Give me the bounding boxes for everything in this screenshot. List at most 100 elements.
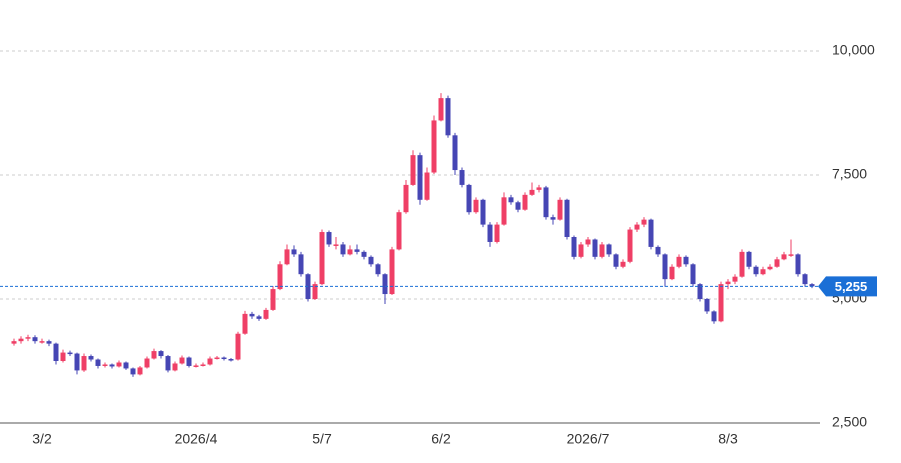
candle-body: [39, 341, 45, 343]
last-price-tag: [818, 276, 877, 297]
candle-body: [592, 239, 598, 257]
candle-body: [165, 356, 171, 371]
candle-body: [620, 261, 626, 267]
candle-body: [760, 269, 766, 275]
candle-body: [774, 259, 780, 267]
candle-body: [697, 284, 703, 299]
x-tick-label: 2026/7: [567, 431, 610, 447]
candle-body: [333, 244, 339, 246]
x-tick-label: 3/2: [32, 431, 52, 447]
x-tick-label: 2026/4: [175, 431, 218, 447]
candle-body: [277, 264, 283, 290]
y-tick-label: 7,500: [832, 166, 867, 182]
candle-body: [158, 351, 164, 357]
candle-body: [417, 155, 423, 200]
candle-body: [690, 264, 696, 285]
candle-body: [32, 337, 38, 342]
candle-body: [354, 249, 360, 252]
candle-body: [11, 341, 17, 344]
candle-body: [564, 199, 570, 237]
candle-body: [732, 276, 738, 282]
candle-body: [200, 364, 206, 366]
candle-body: [298, 254, 304, 275]
candle-body: [361, 251, 367, 257]
candle-body: [543, 187, 549, 218]
candle-body: [795, 254, 801, 275]
candle-body: [487, 224, 493, 242]
candle-body: [648, 219, 654, 247]
candle-body: [186, 357, 192, 366]
candle-body: [550, 217, 556, 220]
y-tick-label: 2,500: [832, 414, 867, 430]
candle-body: [753, 266, 759, 275]
candle-body: [256, 316, 262, 319]
candle-body: [424, 172, 430, 200]
candle-body: [410, 155, 416, 185]
candle-body: [396, 212, 402, 250]
candle-body: [669, 266, 675, 280]
candle-body: [130, 368, 136, 375]
candle-body: [585, 239, 591, 245]
candle-body: [445, 98, 451, 136]
candle-body: [599, 244, 605, 257]
candle-body: [501, 197, 507, 225]
candle-body: [571, 237, 577, 257]
candle-body: [627, 229, 633, 262]
candle-body: [235, 333, 241, 360]
candle-body: [347, 249, 353, 255]
candle-body: [466, 184, 472, 213]
candle-body: [403, 184, 409, 213]
candle-body: [291, 249, 297, 255]
x-tick-label: 6/2: [431, 431, 451, 447]
candle-body: [116, 362, 122, 367]
candle-body: [452, 135, 458, 171]
candle-body: [242, 313, 248, 334]
candle-body: [802, 274, 808, 285]
candle-body: [746, 251, 752, 267]
candle-body: [536, 187, 542, 190]
candle-body: [270, 289, 276, 310]
candle-body: [319, 232, 325, 285]
candle-body: [382, 274, 388, 295]
candle-body: [613, 254, 619, 267]
candle-body: [606, 244, 612, 255]
candle-body: [109, 364, 115, 367]
candle-body: [214, 357, 220, 360]
candle-body: [144, 358, 150, 368]
x-tick-label: 8/3: [718, 431, 738, 447]
candle-body: [67, 352, 73, 355]
candle-body: [228, 359, 234, 361]
candle-body: [284, 249, 290, 265]
candle-body: [480, 199, 486, 225]
last-price-label: 5,255: [835, 279, 868, 294]
candle-body: [788, 254, 794, 256]
candle-body: [767, 266, 773, 270]
candle-body: [508, 197, 514, 203]
candle-body: [172, 363, 178, 371]
candle-body: [368, 256, 374, 265]
candle-body: [459, 170, 465, 185]
candle-body: [725, 281, 731, 285]
candle-body: [179, 357, 185, 364]
candle-body: [312, 284, 318, 299]
candle-body: [557, 199, 563, 220]
candle-body: [151, 351, 157, 359]
candle-body: [137, 367, 143, 375]
x-tick-label: 5/7: [312, 431, 332, 447]
candle-body: [340, 244, 346, 255]
candle-body: [711, 311, 717, 322]
candle-body: [207, 358, 213, 365]
candle-body: [515, 202, 521, 210]
candle-body: [522, 194, 528, 210]
candle-body: [431, 120, 437, 173]
candle-body: [326, 232, 332, 245]
candle-body: [578, 244, 584, 257]
candle-body: [88, 356, 94, 360]
candle-body: [676, 256, 682, 267]
candle-body: [529, 189, 535, 195]
candle-body: [25, 337, 31, 339]
candle-body: [18, 338, 24, 342]
candle-body: [704, 299, 710, 312]
candle-body: [53, 343, 59, 361]
